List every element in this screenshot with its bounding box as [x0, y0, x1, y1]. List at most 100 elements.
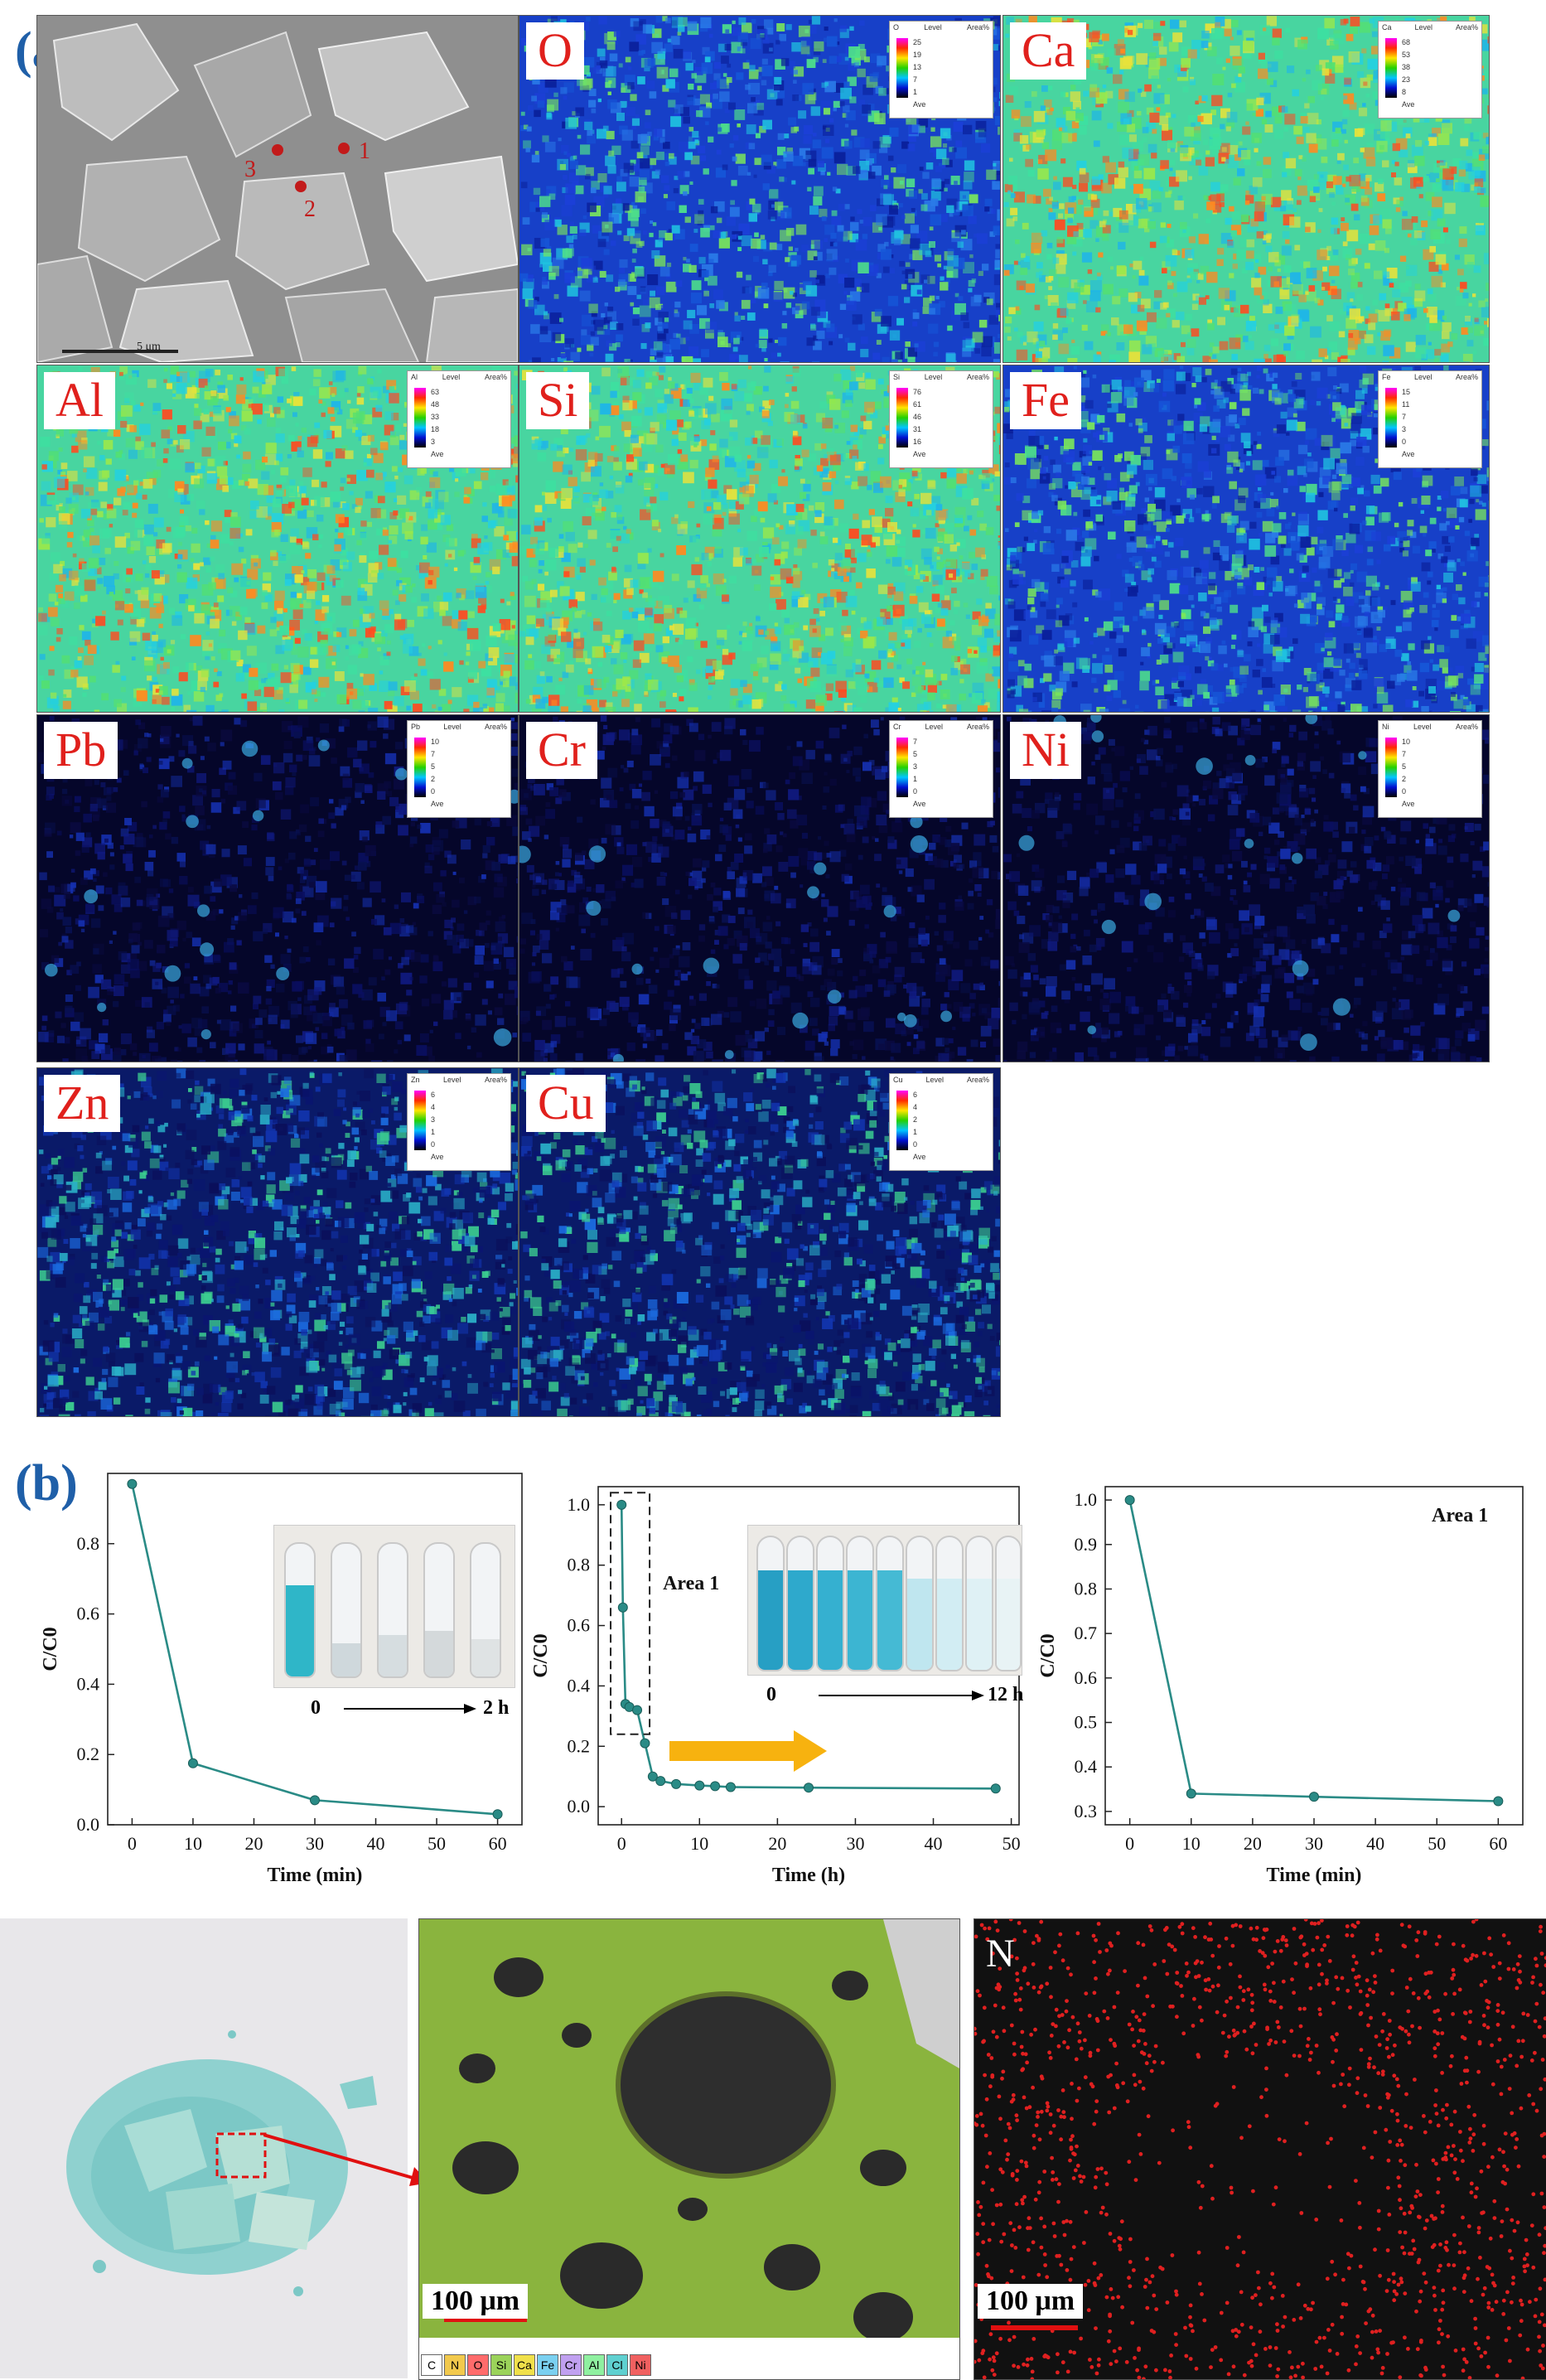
- n-signal-dot: [1496, 2023, 1500, 2027]
- n-signal-dot: [1143, 2052, 1147, 2056]
- n-signal-dot: [1404, 2092, 1408, 2097]
- n-signal-dot: [1515, 2064, 1519, 2068]
- n-signal-dot: [1025, 2061, 1029, 2065]
- x-tick-label: 50: [428, 1833, 446, 1854]
- n-signal-dot: [1415, 1954, 1419, 1958]
- n-signal-dot: [1490, 2044, 1494, 2048]
- element-label-si: Si: [526, 372, 589, 429]
- n-signal-dot: [995, 2351, 999, 2355]
- n-signal-dot: [1541, 1991, 1545, 1995]
- n-signal-dot: [1418, 2193, 1423, 2197]
- n-signal-dot: [1515, 1986, 1519, 1991]
- n-signal-dot: [1530, 2223, 1534, 2228]
- n-signal-dot: [1510, 2218, 1514, 2223]
- n-signal-dot: [1340, 2218, 1344, 2223]
- n-signal-dot: [1505, 2168, 1510, 2172]
- n-signal-dot: [1042, 2225, 1046, 2229]
- n-signal-dot: [1072, 2351, 1076, 2355]
- n-signal-dot: [1022, 2195, 1027, 2199]
- n-signal-dot: [1462, 2276, 1466, 2280]
- n-signal-dot: [1409, 2126, 1413, 2130]
- n-signal-dot: [1198, 2005, 1202, 2010]
- n-signal-dot: [1491, 1965, 1495, 1969]
- n-signal-dot: [1065, 2219, 1069, 2223]
- n-signal-dot: [1092, 2122, 1096, 2126]
- n-signal-dot: [1476, 2277, 1480, 2281]
- legend-level-value: 3: [913, 761, 925, 773]
- n-signal-dot: [1531, 1976, 1535, 1980]
- n-signal-dot: [1538, 2349, 1542, 2353]
- n-signal-dot: [1369, 2016, 1373, 2020]
- n-signal-dot: [1487, 1937, 1491, 1941]
- n-signal-dot: [1461, 2368, 1466, 2373]
- n-signal-dot: [1386, 2096, 1390, 2100]
- y-tick-label: 0.2: [77, 1744, 100, 1764]
- n-signal-dot: [1268, 2039, 1273, 2043]
- n-signal-dot: [1359, 2012, 1363, 2016]
- n-signal-dot: [1445, 2248, 1449, 2252]
- n-signal-dot: [1341, 2073, 1345, 2077]
- n-signal-dot: [1419, 2340, 1423, 2344]
- legend-level-value: 11: [1402, 399, 1414, 411]
- n-signal-dot: [1317, 1982, 1321, 1986]
- n-signal-dot: [1249, 1927, 1254, 1931]
- n-signal-dot: [1502, 2165, 1506, 2169]
- n-signal-dot: [1539, 1925, 1543, 1929]
- n-signal-dot: [976, 2200, 980, 2204]
- n-signal-dot: [1422, 2271, 1426, 2276]
- n-signal-dot: [1007, 2321, 1011, 2325]
- n-signal-dot: [1267, 2042, 1271, 2046]
- n-signal-dot: [1452, 1973, 1456, 1977]
- data-point: [640, 1739, 650, 1748]
- n-signal-dot: [1094, 1938, 1098, 1942]
- n-signal-dot: [1163, 2368, 1167, 2373]
- x-tick-label: 40: [367, 1833, 385, 1854]
- n-signal-dot: [1263, 2347, 1268, 2351]
- legend-level-value: 7: [1402, 748, 1414, 761]
- n-signal-dot: [1145, 2061, 1149, 2065]
- data-point: [311, 1796, 320, 1805]
- n-signal-dot: [1377, 2228, 1381, 2232]
- n-signal-dot: [1402, 1943, 1406, 1947]
- n-signal-dot: [1534, 2002, 1539, 2006]
- n-signal-dot: [1458, 2130, 1462, 2134]
- n-signal-dot: [1095, 2017, 1099, 2021]
- n-signal-dot: [1171, 2253, 1175, 2257]
- legend-colorbar: [896, 1091, 908, 1150]
- n-signal-dot: [1056, 2371, 1060, 2375]
- n-signal-dot: [1077, 2087, 1081, 2091]
- legend-level-value: 61: [913, 399, 925, 411]
- n-signal-dot: [1302, 1942, 1307, 1947]
- n-signal-dot: [1070, 2134, 1075, 2138]
- n-signal-dot: [1200, 2292, 1204, 2296]
- n-signal-dot: [1282, 1980, 1286, 1984]
- n-signal-dot: [1301, 2376, 1305, 2379]
- n-signal-dot: [1486, 2336, 1490, 2340]
- n-signal-dot: [1166, 2300, 1170, 2305]
- n-signal-dot: [1542, 2251, 1546, 2255]
- n-signal-dot: [1500, 2219, 1505, 2223]
- n-signal-dot: [1195, 2367, 1199, 2371]
- n-signal-dot: [1108, 1942, 1112, 1946]
- n-signal-dot: [1466, 2105, 1471, 2109]
- n-signal-dot: [1225, 2246, 1230, 2250]
- n-signal-dot: [1065, 1999, 1069, 2003]
- x-tick-label: 0: [617, 1833, 626, 1854]
- n-signal-dot: [1154, 2307, 1158, 2311]
- n-signal-dot: [1128, 2237, 1133, 2242]
- n-signal-dot: [1459, 2149, 1463, 2153]
- n-signal-dot: [1408, 2040, 1412, 2044]
- n-signal-dot: [1214, 2345, 1218, 2349]
- n-signal-dot: [1082, 2241, 1086, 2245]
- n-signal-dot: [989, 2332, 993, 2336]
- n-signal-dot: [988, 2238, 992, 2242]
- element-label-zn: Zn: [44, 1075, 120, 1132]
- n-signal-dot: [1074, 2169, 1078, 2173]
- vial-clear-1: [331, 1542, 362, 1678]
- n-signal-dot: [1416, 2347, 1420, 2351]
- n-signal-dot: [1062, 2115, 1066, 2119]
- n-signal-dot: [1403, 2335, 1407, 2339]
- n-signal-dot: [1265, 2114, 1269, 2118]
- n-signal-dot: [1507, 1967, 1511, 1971]
